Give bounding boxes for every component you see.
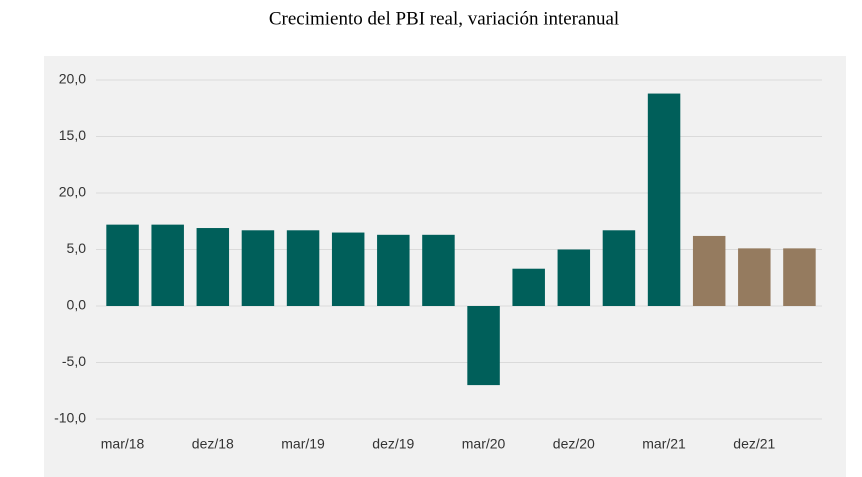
bar [467,306,500,386]
x-tick-label: dez/20 [553,436,595,452]
x-tick-label: dez/21 [733,436,775,452]
chart-title: Crecimiento del PBI real, variación inte… [269,8,619,29]
bar [331,232,365,306]
y-tick-label: 15,0 [59,127,86,143]
y-tick-label: 5,0 [67,240,87,256]
bar [738,248,771,306]
x-tick-label: mar/20 [462,436,506,452]
bar [422,234,455,306]
bar [783,248,816,306]
x-tick-label: dez/18 [192,436,234,452]
x-tick-label: dez/19 [372,436,414,452]
bar [286,230,320,306]
bar [512,268,545,306]
bar [106,224,139,306]
y-tick-label: 20,0 [59,184,86,200]
bar [647,93,681,306]
bar [557,249,591,306]
y-tick-label: -5,0 [62,353,86,369]
x-tick-label: mar/19 [281,436,325,452]
bar [377,234,410,306]
y-tick-label: -10,0 [54,410,86,426]
x-tick-label: mar/21 [642,436,686,452]
bar [241,230,275,306]
y-tick-label: 0,0 [67,297,87,313]
bar [196,228,230,306]
bar [151,224,184,306]
y-tick-label: 20,0 [59,71,86,87]
bar [692,235,726,306]
bar [602,230,636,306]
x-tick-label: mar/18 [101,436,145,452]
